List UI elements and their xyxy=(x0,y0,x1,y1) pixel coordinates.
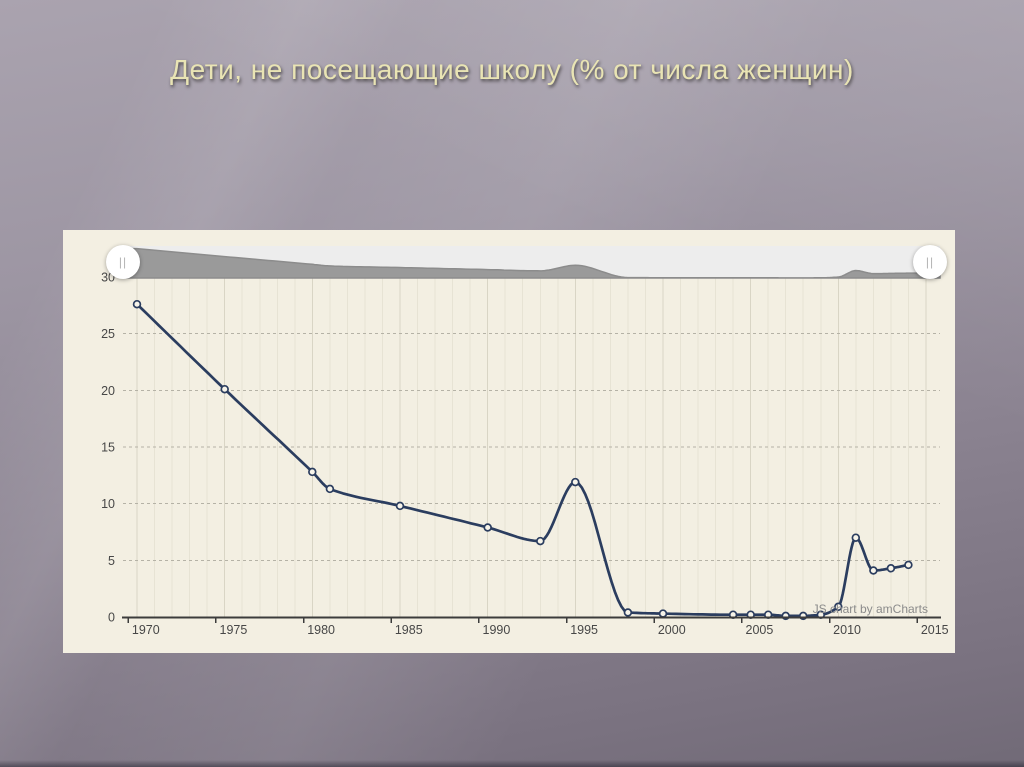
x-axis: 1970 1975 1980 1985 1990 1995 2000 2005 2010 2015 xyxy=(122,616,949,637)
scrollbar-left-handle[interactable]: || xyxy=(106,245,140,279)
x-axis-label: 2015 xyxy=(921,623,949,637)
data-point-bullet[interactable] xyxy=(834,602,843,612)
data-point-bullet[interactable] xyxy=(869,566,878,575)
data-point-bullet[interactable] xyxy=(851,533,861,542)
y-axis-label: 10 xyxy=(101,497,115,511)
drag-grip-icon: || xyxy=(118,255,128,269)
x-axis-label: 2005 xyxy=(746,623,774,637)
y-axis-label: 0 xyxy=(108,611,115,625)
line-chart: 1970 1975 1980 1985 1990 1995 2000 2005 2010 2015… xyxy=(101,246,949,637)
chart-panel: 1970 1975 1980 1985 1990 1995 2000 2005 2010 2015… xyxy=(63,230,955,653)
y-axis-label: 15 xyxy=(101,441,115,455)
x-axis-label: 2000 xyxy=(658,623,686,637)
x-axis-label: 1980 xyxy=(307,623,335,637)
y-axis-label: 25 xyxy=(101,327,115,341)
x-axis-label: 1970 xyxy=(132,623,160,637)
x-axis-label: 1985 xyxy=(395,623,423,637)
data-point-bullet[interactable] xyxy=(395,501,405,511)
data-point-bullet[interactable] xyxy=(536,536,545,546)
chart-scrollbar xyxy=(122,246,941,279)
horizontal-gridlines xyxy=(123,333,940,561)
x-axis-label: 2010 xyxy=(833,623,861,637)
data-point-bullet[interactable] xyxy=(132,299,142,309)
x-axis-label: 1995 xyxy=(570,623,598,637)
slide-title: Дети, не посещающие школу (% от числа же… xyxy=(170,54,854,85)
y-axis-label: 20 xyxy=(101,384,115,398)
data-point-bullet[interactable] xyxy=(886,564,896,573)
x-axis-label: 1975 xyxy=(220,623,248,637)
y-axis-label: 5 xyxy=(108,554,115,568)
data-point-bullet[interactable] xyxy=(325,484,335,494)
data-point-bullet[interactable] xyxy=(220,384,229,394)
data-point-bullet[interactable] xyxy=(571,477,580,487)
drag-grip-icon: || xyxy=(925,255,935,269)
scrollbar-right-handle[interactable]: || xyxy=(913,245,947,279)
amcharts-watermark[interactable]: JS chart by amCharts xyxy=(812,602,928,616)
data-point-bullet[interactable] xyxy=(623,608,633,617)
data-point-bullet[interactable] xyxy=(904,560,913,570)
data-point-bullet[interactable] xyxy=(308,467,317,477)
data-point-bullet[interactable] xyxy=(483,523,492,532)
x-axis-label: 1990 xyxy=(483,623,511,637)
scrollbar-preview-area xyxy=(122,247,941,279)
data-point-bullet[interactable] xyxy=(658,609,668,618)
